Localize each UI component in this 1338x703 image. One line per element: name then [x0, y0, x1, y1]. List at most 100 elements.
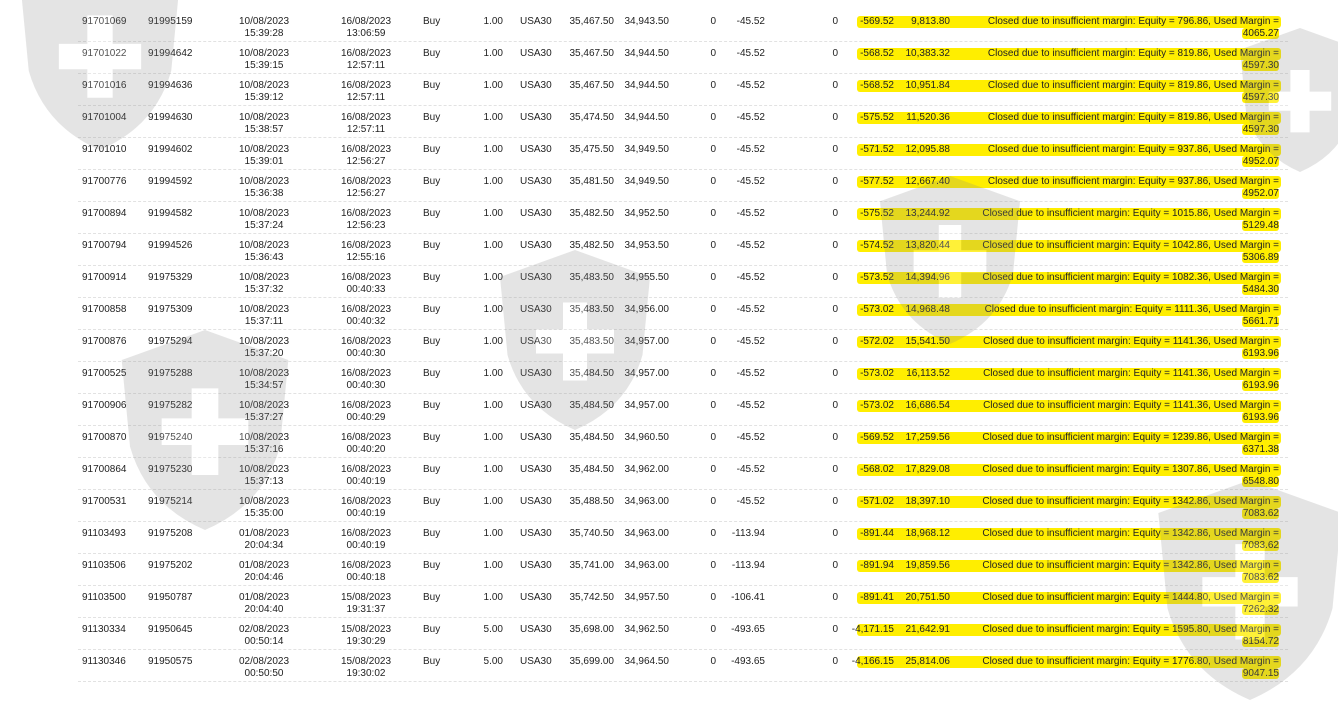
- table-row: 91701004 91994630 10/08/2023 15:38:57 16/08/…: [78, 106, 1288, 138]
- cell-comment: Closed due to insufficient margin: Equit…: [958, 528, 1279, 552]
- cell-lots: 1.00: [483, 112, 503, 123]
- cell-taxes: 0: [832, 464, 838, 475]
- cell-commission: -493.65: [731, 656, 765, 667]
- cell-profit: -569.52: [860, 432, 894, 443]
- cell-open-price: 35,467.50: [569, 80, 615, 91]
- cell-taxes: 0: [832, 272, 838, 283]
- cell-close-time: 00:40:32: [346, 316, 386, 327]
- cell-swap: 0: [710, 304, 716, 315]
- table-row: 91700870 91975240 10/08/2023 15:37:16 16/08/…: [78, 426, 1288, 458]
- cell-open-time: 15:39:28: [244, 28, 284, 39]
- cell-profit: -573.52: [860, 272, 894, 283]
- cell-open-time: 15:37:32: [244, 284, 284, 295]
- cell-open-date: 10/08/2023: [238, 432, 290, 443]
- cell-profit: -571.52: [860, 144, 894, 155]
- cell-swap: 0: [710, 48, 716, 59]
- cell-balance: 13,244.92: [905, 208, 951, 219]
- cell-ticket: 91700914: [82, 272, 127, 283]
- cell-symbol: USA30: [520, 464, 552, 475]
- comment-line-2: 7083.62: [1241, 508, 1279, 519]
- cell-symbol: USA30: [520, 304, 552, 315]
- comment-line-1: Closed due to insufficient margin: Equit…: [982, 464, 1279, 475]
- cell-commission: -45.52: [736, 144, 765, 155]
- cell-ticket: 91130346: [82, 656, 126, 667]
- cell-comment: Closed due to insufficient margin: Equit…: [958, 16, 1279, 40]
- cell-order: 91994526: [148, 240, 193, 251]
- cell-order: 91994602: [148, 144, 193, 155]
- cell-commission: -45.52: [736, 400, 765, 411]
- comment-line-1: Closed due to insufficient margin: Equit…: [982, 528, 1279, 539]
- cell-comment: Closed due to insufficient margin: Equit…: [958, 208, 1279, 232]
- cell-order: 91975230: [148, 464, 193, 475]
- cell-open-price: 35,699.00: [569, 656, 615, 667]
- cell-commission: -45.52: [736, 48, 765, 59]
- cell-open-date: 01/08/2023: [238, 560, 290, 571]
- highlight-band: [857, 48, 1281, 60]
- cell-close-price: 34,957.00: [624, 400, 670, 411]
- comment-line-1: Closed due to insufficient margin: Equit…: [982, 272, 1279, 283]
- table-row: 91103500 91950787 01/08/2023 20:04:40 15/08/…: [78, 586, 1288, 618]
- cell-open-date: 10/08/2023: [238, 336, 290, 347]
- cell-ticket: 91700794: [82, 240, 127, 251]
- cell-close-price: 34,957.50: [624, 592, 670, 603]
- highlight-band: [857, 272, 1281, 284]
- highlight-band: [857, 368, 1281, 380]
- cell-close-date: 16/08/2023: [340, 144, 392, 155]
- cell-commission: -45.52: [736, 80, 765, 91]
- cell-ticket: 91700864: [82, 464, 127, 475]
- cell-open-date: 10/08/2023: [238, 144, 290, 155]
- cell-open-price: 35,740.50: [569, 528, 615, 539]
- table-row: 91700858 91975309 10/08/2023 15:37:11 16/08/…: [78, 298, 1288, 330]
- highlight-band: [857, 624, 1281, 636]
- cell-open-time: 15:37:20: [244, 348, 284, 359]
- cell-close-time: 12:56:27: [346, 156, 386, 167]
- comment-line-2: 8154.72: [1241, 636, 1279, 647]
- cell-close-time: 00:40:19: [346, 476, 386, 487]
- cell-close-price: 34,944.50: [624, 48, 670, 59]
- cell-profit: -4,166.15: [851, 656, 894, 667]
- cell-balance: 17,259.56: [905, 432, 951, 443]
- cell-taxes: 0: [832, 80, 838, 91]
- cell-swap: 0: [710, 80, 716, 91]
- cell-ticket: 91700906: [82, 400, 127, 411]
- cell-taxes: 0: [832, 432, 838, 443]
- cell-close-time: 00:40:29: [346, 412, 386, 423]
- cell-symbol: USA30: [520, 624, 552, 635]
- cell-close-date: 16/08/2023: [340, 176, 392, 187]
- cell-type: Buy: [423, 304, 441, 315]
- cell-comment: Closed due to insufficient margin: Equit…: [958, 48, 1279, 72]
- cell-order: 91975208: [148, 528, 193, 539]
- cell-close-date: 16/08/2023: [340, 48, 392, 59]
- cell-close-time: 12:55:16: [346, 252, 386, 263]
- trade-history-table: 91701069 91995159 10/08/2023 15:39:28 16/08/…: [78, 10, 1288, 682]
- cell-profit: -575.52: [860, 208, 894, 219]
- cell-lots: 1.00: [483, 496, 503, 507]
- cell-lots: 1.00: [483, 336, 503, 347]
- cell-swap: 0: [710, 560, 716, 571]
- cell-open-price: 35,488.50: [569, 496, 615, 507]
- cell-close-price: 34,957.00: [624, 368, 670, 379]
- cell-taxes: 0: [832, 528, 838, 539]
- cell-open-price: 35,484.50: [569, 368, 615, 379]
- cell-symbol: USA30: [520, 16, 552, 27]
- cell-open-time: 20:04:46: [244, 572, 284, 583]
- highlight-band: [857, 112, 1281, 124]
- cell-close-date: 16/08/2023: [340, 336, 392, 347]
- highlight-band: [857, 528, 1281, 540]
- cell-balance: 9,813.80: [911, 16, 950, 27]
- cell-taxes: 0: [832, 624, 838, 635]
- cell-order: 91950645: [148, 624, 193, 635]
- cell-close-price: 34,944.50: [624, 112, 670, 123]
- cell-close-date: 16/08/2023: [340, 496, 392, 507]
- cell-profit: -577.52: [860, 176, 894, 187]
- cell-profit: -575.52: [860, 112, 894, 123]
- comment-line-2: 4952.07: [1241, 156, 1279, 167]
- cell-commission: -113.94: [731, 528, 765, 539]
- comment-line-1: Closed due to insufficient margin: Equit…: [982, 496, 1279, 507]
- cell-balance: 14,968.48: [905, 304, 951, 315]
- highlight-band: [857, 144, 1281, 156]
- cell-commission: -45.52: [736, 304, 765, 315]
- cell-comment: Closed due to insufficient margin: Equit…: [958, 368, 1279, 392]
- comment-line-2: 5129.48: [1241, 220, 1279, 231]
- cell-order: 91975288: [148, 368, 193, 379]
